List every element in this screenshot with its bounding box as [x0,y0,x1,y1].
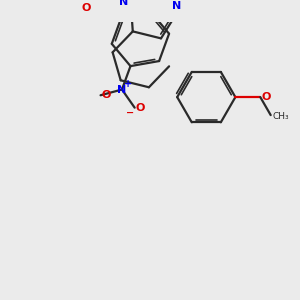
Text: O: O [135,103,145,113]
Text: N: N [119,0,128,8]
Text: CH₃: CH₃ [272,112,289,121]
Text: N: N [117,85,127,94]
Text: O: O [262,92,271,102]
Text: O: O [81,3,90,13]
Text: +: + [124,79,132,89]
Text: N: N [172,2,181,11]
Text: O: O [101,90,110,100]
Text: −: − [126,108,135,118]
